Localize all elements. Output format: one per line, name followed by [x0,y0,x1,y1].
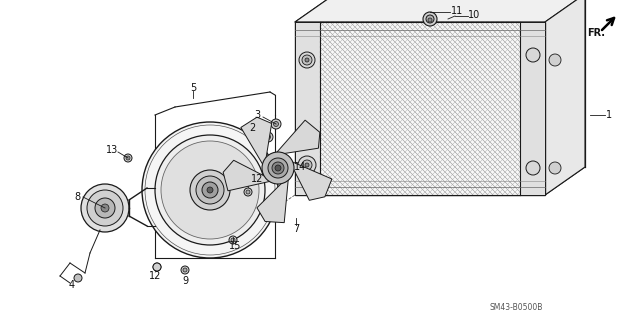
Circle shape [526,161,540,175]
Circle shape [302,160,312,170]
Circle shape [275,165,281,171]
Circle shape [126,156,130,160]
Polygon shape [295,22,320,195]
Circle shape [246,190,250,194]
Circle shape [196,176,224,204]
Polygon shape [320,22,520,195]
Text: 11: 11 [451,6,463,16]
Text: 8: 8 [74,192,80,202]
Circle shape [153,263,161,271]
Polygon shape [295,22,545,195]
Circle shape [305,58,309,62]
Polygon shape [290,161,332,200]
Circle shape [74,274,82,282]
Circle shape [262,152,294,184]
Circle shape [549,162,561,174]
Text: FR.: FR. [587,28,605,38]
Circle shape [426,15,434,23]
Circle shape [271,119,281,129]
Circle shape [202,182,218,198]
Circle shape [268,158,288,178]
Circle shape [87,190,123,226]
Polygon shape [295,0,585,22]
Polygon shape [257,177,289,223]
Polygon shape [520,22,545,195]
Text: 14: 14 [294,162,306,172]
Text: 3: 3 [254,110,260,120]
Circle shape [95,198,115,218]
Circle shape [269,165,273,169]
Text: 5: 5 [190,83,196,93]
Text: 2: 2 [249,123,255,133]
Circle shape [153,263,161,271]
Polygon shape [545,0,585,195]
Circle shape [207,187,213,193]
Circle shape [273,122,278,127]
Circle shape [183,268,187,272]
Circle shape [263,132,273,142]
Circle shape [266,162,276,172]
Text: 7: 7 [293,224,299,234]
Text: 12: 12 [251,174,263,184]
Polygon shape [275,120,320,154]
Circle shape [161,141,259,239]
Circle shape [305,163,309,167]
Polygon shape [241,117,271,167]
Circle shape [81,184,129,232]
Circle shape [229,236,237,244]
Circle shape [244,188,252,196]
Polygon shape [223,160,273,191]
Circle shape [299,52,315,68]
Circle shape [423,12,437,26]
Text: 10: 10 [468,10,480,20]
Circle shape [142,122,278,258]
Text: SM43-B0500B: SM43-B0500B [490,303,543,313]
Text: 1: 1 [606,110,612,120]
Circle shape [298,156,316,174]
Text: 4: 4 [69,280,75,290]
Circle shape [549,54,561,66]
Circle shape [428,18,432,22]
Text: 15: 15 [229,241,241,251]
Circle shape [101,204,109,212]
Circle shape [526,48,540,62]
Text: 9: 9 [182,276,188,286]
Circle shape [231,238,235,242]
Circle shape [190,170,230,210]
Text: 13: 13 [106,145,118,155]
Circle shape [272,162,284,174]
Circle shape [266,135,271,139]
Circle shape [155,135,265,245]
Circle shape [302,55,312,65]
Text: 12: 12 [149,271,161,281]
Circle shape [124,154,132,162]
Circle shape [181,266,189,274]
